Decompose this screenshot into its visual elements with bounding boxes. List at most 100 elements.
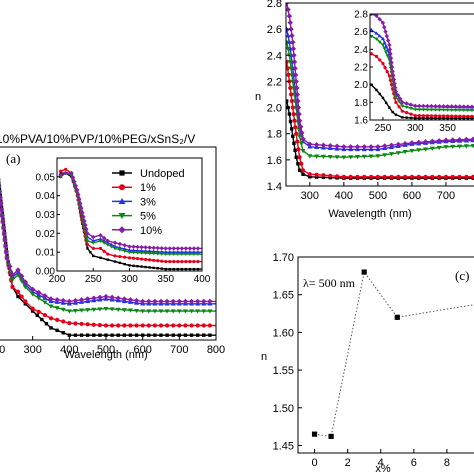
data-point [15,273,21,278]
data-point [127,256,132,260]
x-tick-label: 500 [369,190,387,202]
data-point [429,138,436,144]
data-point [361,154,367,159]
data-point [72,179,77,184]
data-point [23,302,28,306]
data-point [417,103,422,109]
data-point [183,250,188,254]
data-point [144,257,148,262]
data-point [48,296,54,302]
data-point [384,33,390,39]
data-point [290,46,297,52]
data-point [377,17,382,22]
data-point [104,333,108,337]
data-point [368,144,374,150]
data-point [127,250,132,255]
data-point [123,255,127,259]
data-point [82,218,87,224]
data-point [374,54,379,59]
y-tick-label: 1.65 [273,290,294,302]
data-point [167,246,172,251]
data-point [470,144,474,149]
data-point [341,155,347,160]
panel-c: 0 2 4 6 8 1.45 1.50 1.55 1.60 1.65 1.70 n λ= 500 n… [261,252,474,474]
data-point [85,308,91,313]
data-point [422,117,425,120]
data-point [195,309,201,314]
data-point [286,40,290,45]
data-point [387,47,393,52]
data-point [402,150,408,155]
data-point [77,196,82,202]
data-point [382,174,387,179]
data-point [103,293,109,300]
data-point [135,251,140,255]
data-point [152,309,158,314]
data-point [85,231,90,236]
data-point [127,248,132,252]
data-point [172,267,176,271]
inset-series [370,14,474,120]
data-point [75,187,80,193]
panel-b-series [286,3,474,180]
data-point [401,116,404,119]
x-tick-label: 2 [345,457,351,469]
data-point [394,314,400,320]
data-point [118,261,122,265]
data-point [3,249,10,255]
panel-a-plot-area: 200 300 400 500 600 700 800 [0,146,225,356]
legend-marker [118,213,126,219]
data-point [195,246,201,251]
data-point [97,294,103,301]
data-point [469,104,474,109]
data-point [434,117,437,120]
data-point [430,174,435,179]
data-point [85,243,90,247]
data-point [54,306,60,311]
data-point [131,248,136,252]
data-point [296,147,301,152]
x-tick-label: 300 [121,274,138,285]
data-point [139,257,144,261]
data-point [143,245,148,250]
panel-c-annotation: λ= 500 nm [303,276,356,290]
data-point [450,174,455,179]
data-point [158,298,164,305]
data-point [55,328,59,333]
data-point [189,323,194,328]
data-point [298,124,304,130]
data-point [404,105,409,110]
data-point [433,108,438,112]
data-point [176,309,182,314]
data-point [382,40,387,44]
data-point [127,308,133,313]
data-point [429,108,434,112]
data-point [112,240,118,245]
data-point [19,279,25,284]
data-point [391,73,396,78]
data-point [463,136,470,143]
data-point [445,104,450,109]
data-point [294,85,300,91]
data-point [446,114,450,118]
data-point [409,116,413,120]
data-point [418,117,421,120]
data-point [421,108,426,112]
data-point [384,44,389,48]
data-point [400,104,405,108]
data-point [78,297,85,303]
data-point [465,108,470,113]
data-point [132,264,135,267]
data-point [187,250,192,254]
data-point [22,279,29,285]
data-point [378,58,382,62]
data-point [380,20,386,26]
data-point [42,293,48,299]
data-point [288,85,293,91]
x-tick-label: 6 [411,457,417,469]
data-point [416,139,422,146]
data-point [470,117,474,120]
data-point [450,137,456,143]
data-point [394,100,398,104]
data-point [115,307,121,312]
